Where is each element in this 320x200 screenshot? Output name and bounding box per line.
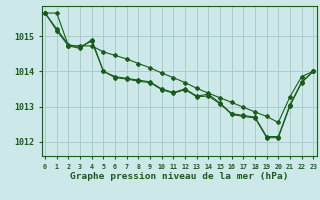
X-axis label: Graphe pression niveau de la mer (hPa): Graphe pression niveau de la mer (hPa): [70, 172, 288, 181]
